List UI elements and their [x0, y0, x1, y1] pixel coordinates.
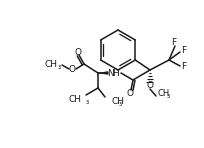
Text: ₃: ₃	[166, 90, 169, 99]
Text: CH: CH	[45, 59, 58, 69]
Text: ₃: ₃	[57, 62, 60, 70]
Text: ₃: ₃	[86, 96, 89, 106]
Text: O: O	[74, 48, 81, 57]
Text: H: H	[112, 69, 119, 78]
Text: O: O	[68, 65, 75, 74]
Text: ₃: ₃	[118, 99, 122, 108]
Text: F: F	[181, 62, 186, 70]
Text: F: F	[171, 37, 176, 46]
Text: CH: CH	[111, 98, 124, 107]
Text: CH: CH	[69, 95, 82, 103]
Text: O: O	[146, 81, 153, 90]
Text: CH: CH	[157, 89, 169, 98]
Text: N: N	[107, 69, 113, 78]
Polygon shape	[98, 71, 108, 74]
Text: F: F	[181, 45, 186, 54]
Text: O: O	[126, 89, 133, 98]
